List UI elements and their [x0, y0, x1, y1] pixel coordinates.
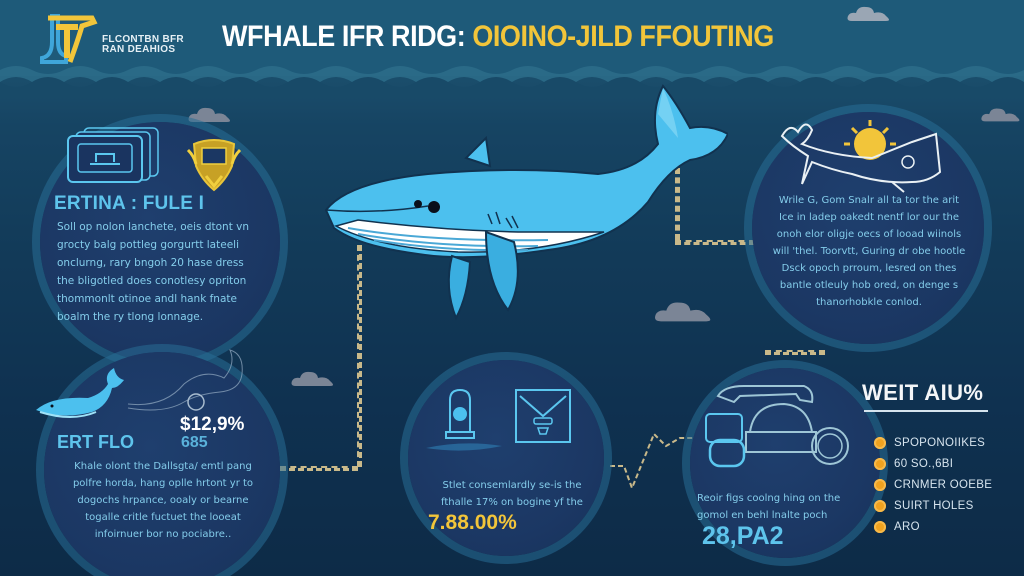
wave-divider — [0, 66, 1024, 98]
panel-line: thanorhobkle conlod. — [816, 297, 922, 308]
telephone-machine-icon — [705, 385, 849, 468]
panel-bottom-left — [44, 352, 280, 576]
panel-line: Soll op nolon lanchete, oeis dtont vn — [57, 221, 250, 233]
orange-bullet-icon — [874, 457, 886, 470]
panel-line: Wrile G, Gom Snalr all ta tor the arit — [778, 195, 960, 206]
title-accent: OIOINO-JILD FFOUTING — [472, 20, 774, 53]
panel-line: fthalle 17% on bogine yf the — [441, 497, 583, 508]
bell-jar-icon — [426, 388, 502, 451]
brand-text: FLCONTBN BFR RAN DEAHIOS — [102, 35, 184, 55]
connector-zigzag — [610, 432, 710, 490]
brand-line-1: FLCONTBN BFR — [102, 34, 184, 45]
connector-line — [357, 245, 362, 467]
connector-line — [280, 466, 358, 471]
header-band — [0, 0, 1024, 76]
orange-bullet-icon — [874, 499, 886, 512]
cloud-icon — [188, 107, 230, 122]
panel-heading: ERT FLO — [57, 432, 134, 452]
small-whale-icon — [36, 368, 124, 418]
legend-underline — [864, 410, 988, 412]
panel-line: grocty balg pottleg gorgurtt lateeli — [57, 239, 239, 251]
golden-crest-icon — [186, 139, 242, 192]
connector-line — [675, 168, 680, 240]
panel-line: Khale olont the Dallsgta/ emtl pang — [74, 461, 252, 472]
orange-bullet-icon — [874, 520, 886, 533]
blue-whale-illustration — [324, 84, 728, 321]
panel-line: the bligotled does conotlesy opriton — [57, 275, 247, 287]
legend-title: WEIT AIU% — [862, 380, 984, 405]
panel-line: polfre horda, hang oplle hrtont yr to — [72, 478, 254, 489]
legend-item: CRNMER OOEBE — [874, 474, 992, 495]
panel-line: will 'thel. Toorvtt, Guring dr obe hootl… — [772, 246, 966, 257]
panel-heading: ERTINA : FULE I — [54, 193, 205, 214]
cloud-icon — [291, 371, 333, 386]
panel-line: gomol en behl lnalte poch — [697, 510, 828, 521]
panel-body: Stlet consemlardly se-is the fthalle 17%… — [424, 477, 600, 511]
whale-outline-icon — [780, 123, 942, 193]
panel-line: onclurng, rary bngoh 20 hase dress — [57, 257, 244, 269]
legend-item: ARO — [874, 516, 992, 537]
panel-line: infoirnuer bor no pociabre.. — [94, 529, 232, 540]
panel-bottom-center — [408, 360, 604, 556]
panel-line: Ice in ladep oakedt nentf lor our the — [778, 212, 960, 223]
panel-line: Stlet consemlardly se-is the — [442, 480, 582, 491]
cloud-icon — [847, 6, 889, 21]
panel-line: dogochs hrpance, ooaly or bearne — [77, 495, 249, 506]
legend-label: 60 SO.,6BI — [894, 457, 954, 470]
legend-item: SPOPONOIIKES — [874, 432, 992, 453]
panel-line: bantle otleuly hob ored, on denge s — [779, 280, 959, 291]
page-title: WFHALE IFR RIDG: OIOINO-JILD FFOUTING — [222, 20, 774, 54]
scroll-m-icon — [515, 389, 571, 443]
panel-line: onoh elor oligje oecs of looad wiinols — [776, 229, 962, 240]
brand-line-2: RAN DEAHIOS — [102, 44, 176, 55]
stat-value: 28,PA2 — [702, 522, 784, 550]
panel-body: Wrile G, Gom Snalr all ta tor the arit I… — [764, 192, 974, 311]
cloud-icon — [981, 108, 1020, 122]
legend-label: SUIRT HOLES — [894, 499, 974, 512]
ghost-whale-trail-icon — [127, 349, 243, 411]
panel-body: Khale olont the Dallsgta/ emtl pang polf… — [52, 458, 274, 543]
panel-body: Reoir figs coolng hing on the gomol en b… — [697, 490, 877, 524]
legend-label: SPOPONOIIKES — [894, 436, 986, 449]
orange-bullet-icon — [874, 436, 886, 449]
panel-line: Reoir figs coolng hing on the — [697, 493, 841, 504]
stylized-pt-logo-icon — [40, 14, 98, 64]
stat-value: 7.88.00% — [428, 511, 517, 534]
stat-value: $12,9% — [180, 414, 245, 435]
title-main: WFHALE IFR RIDG: — [222, 20, 473, 53]
legend-item: SUIRT HOLES — [874, 495, 992, 516]
legend-label: CRNMER OOEBE — [894, 478, 993, 491]
panel-bottom-right — [690, 368, 880, 558]
panel-line: boalm the ry tlong lonnage. — [57, 311, 204, 323]
sun-icon — [844, 120, 896, 160]
panel-line: togalle critle fuctuet the looeat — [85, 512, 241, 523]
stat-sub: 685 — [181, 434, 208, 451]
panel-line: thommonlt otinoe andl hank fnate — [57, 293, 237, 305]
legend-item: 60 SO.,6BI — [874, 453, 992, 474]
connector-line — [765, 350, 825, 355]
stacked-cards-icon — [67, 127, 159, 183]
legend-label: ARO — [894, 520, 920, 533]
legend-list: SPOPONOIIKES 60 SO.,6BI CRNMER OOEBE SUI… — [874, 432, 992, 537]
cloud-icon — [655, 302, 711, 322]
orange-bullet-icon — [874, 478, 886, 491]
panel-line: Dsck opoch prroum, lesred on thes — [781, 263, 957, 274]
panel-body: Soll op nolon lanchete, oeis dtont vn gr… — [57, 218, 277, 326]
